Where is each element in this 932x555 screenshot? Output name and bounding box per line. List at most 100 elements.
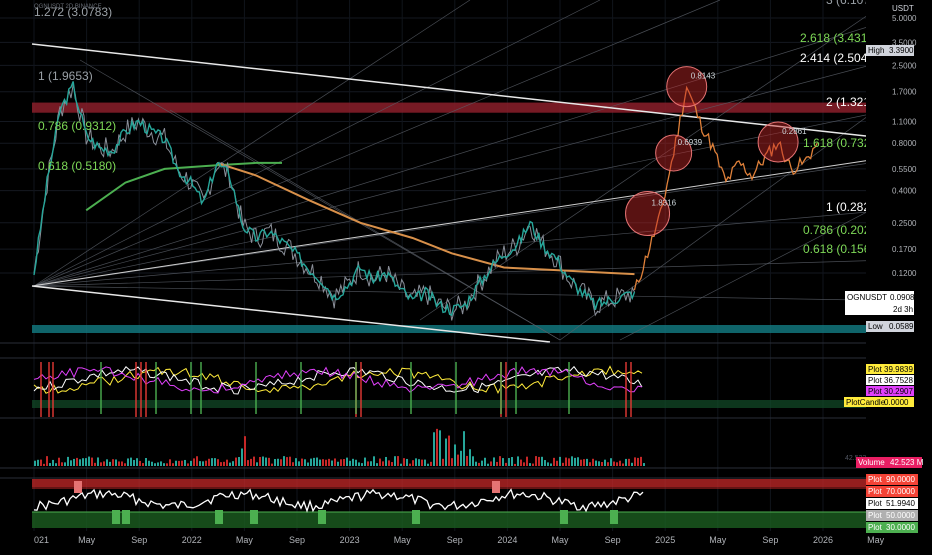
volume-bar-331 bbox=[331, 460, 333, 466]
volume-bar-454 bbox=[454, 444, 456, 466]
ma-orange-line bbox=[216, 161, 635, 276]
fib-label-8: 0.786 (0.2027) bbox=[803, 223, 881, 237]
volume-bar-337 bbox=[337, 461, 339, 466]
volume-bar-349 bbox=[349, 460, 351, 466]
volume-bar-94 bbox=[94, 462, 96, 466]
volume-bar-334 bbox=[334, 458, 336, 466]
projection-label-3: 0.2861 bbox=[782, 127, 807, 136]
volume-bar-376 bbox=[376, 463, 378, 466]
volume-bar-283 bbox=[283, 456, 285, 466]
fan-line-5 bbox=[33, 259, 891, 287]
volume-bar-325 bbox=[325, 459, 327, 466]
volume-bar-286 bbox=[286, 457, 288, 466]
high-badge-bg bbox=[866, 45, 914, 56]
volume-bar-88 bbox=[88, 456, 90, 466]
fan-line-2 bbox=[33, 109, 891, 287]
volume-bar-550 bbox=[550, 463, 552, 466]
volume-bar-385 bbox=[385, 456, 387, 466]
rsi-red-bar-1 bbox=[48, 362, 50, 417]
volume-bar-418 bbox=[418, 459, 420, 466]
osc-badge-bg-1 bbox=[866, 486, 918, 497]
volume-bar-307 bbox=[307, 462, 309, 466]
osc-badge-bg-3 bbox=[866, 510, 918, 521]
top-right-fib-label: 3 (6.1079) bbox=[826, 0, 881, 7]
volume-bar-49 bbox=[49, 463, 51, 466]
price-tick-0: 5.0000 bbox=[892, 14, 917, 23]
volume-bar-301 bbox=[301, 458, 303, 466]
rsi-panel[interactable] bbox=[32, 362, 866, 417]
rsi-green-bar-2 bbox=[190, 362, 192, 414]
top-fib-label: 1.272 (3.0783) bbox=[34, 5, 112, 19]
volume-bar-232 bbox=[232, 461, 234, 466]
volume-bar-343 bbox=[343, 459, 345, 466]
volume-bar-460 bbox=[460, 450, 462, 466]
price-tick-6: 0.5500 bbox=[892, 165, 917, 174]
volume-bar-160 bbox=[160, 461, 162, 466]
volume-panel[interactable]: 4 B42.523 M bbox=[34, 428, 902, 466]
resistance-zone bbox=[32, 102, 866, 113]
fib-label-6: 1.618 (0.7327) bbox=[803, 136, 881, 150]
volume-bar-202 bbox=[202, 461, 204, 466]
volume-bar-493 bbox=[493, 457, 495, 466]
time-axis[interactable]: 021 May Sep 2022 May Sep 2023 May Sep 2024 May Sep 2… bbox=[0, 531, 885, 550]
time-tick-5: Sep bbox=[289, 535, 305, 545]
volume-bar-553 bbox=[553, 457, 555, 466]
fib-label-4: 2.414 (2.5044) bbox=[800, 51, 878, 65]
volume-bar-277 bbox=[277, 458, 279, 466]
volume-bar-610 bbox=[610, 458, 612, 466]
fan-line-6 bbox=[33, 0, 601, 287]
volume-bar-253 bbox=[253, 456, 255, 466]
volume-bar-412 bbox=[412, 460, 414, 466]
volume-bar-523 bbox=[523, 462, 525, 466]
osc-green-block-7 bbox=[610, 510, 618, 524]
volume-bar-34 bbox=[34, 460, 36, 466]
volume-bar-112 bbox=[112, 459, 114, 466]
rsi-line-2 bbox=[33, 366, 643, 394]
rsi-red-bar-3 bbox=[135, 362, 137, 417]
volume-bar-358 bbox=[358, 462, 360, 466]
osc-bottom-band bbox=[32, 512, 866, 528]
volume-bar-574 bbox=[574, 457, 576, 466]
fan-line-11 bbox=[619, 199, 891, 341]
volume-bar-601 bbox=[601, 462, 603, 466]
osc-red-block-0 bbox=[74, 481, 82, 493]
volume-bar-541 bbox=[541, 456, 543, 466]
volume-bar-268 bbox=[268, 457, 270, 466]
volume-bar-79 bbox=[79, 459, 81, 466]
fan-line-7 bbox=[33, 0, 471, 287]
osc-badge-label-2: Plot bbox=[868, 499, 883, 508]
osc-green-block-1 bbox=[122, 510, 130, 524]
oscillator-panel[interactable] bbox=[32, 479, 866, 528]
osc-top-band bbox=[32, 479, 866, 487]
volume-bar-220 bbox=[220, 462, 222, 466]
volume-bar-436 bbox=[436, 428, 438, 466]
volume-bar-247 bbox=[247, 460, 249, 466]
volume-bar-379 bbox=[379, 458, 381, 466]
volume-bar-361 bbox=[361, 463, 363, 466]
volume-bar-340 bbox=[340, 459, 342, 466]
volume-bar-241 bbox=[241, 448, 243, 466]
rsi-green-bar-9 bbox=[500, 362, 502, 414]
volume-bar-427 bbox=[427, 463, 429, 466]
price-line bbox=[33, 81, 636, 317]
projection-label-0: 1.8316 bbox=[652, 199, 677, 208]
price-tick-3: 1.7000 bbox=[892, 88, 917, 97]
volume-bar-400 bbox=[400, 463, 402, 466]
volume-bar-403 bbox=[403, 458, 405, 466]
rsi-badge-bg-1 bbox=[866, 375, 914, 385]
volume-bar-637 bbox=[637, 457, 639, 466]
osc-badge-bg-2 bbox=[866, 498, 918, 509]
volume-bar-265 bbox=[265, 457, 267, 466]
volume-bar-319 bbox=[319, 459, 321, 466]
volume-bar-487 bbox=[487, 463, 489, 466]
rsi-band bbox=[32, 400, 866, 408]
rsi-badge-bg-2 bbox=[866, 386, 914, 396]
volume-bar-457 bbox=[457, 454, 459, 466]
volume-bar-40 bbox=[40, 459, 42, 466]
osc-red-block-1 bbox=[492, 481, 500, 493]
low-badge-label: Low bbox=[868, 322, 883, 331]
volume-bar-181 bbox=[181, 460, 183, 466]
